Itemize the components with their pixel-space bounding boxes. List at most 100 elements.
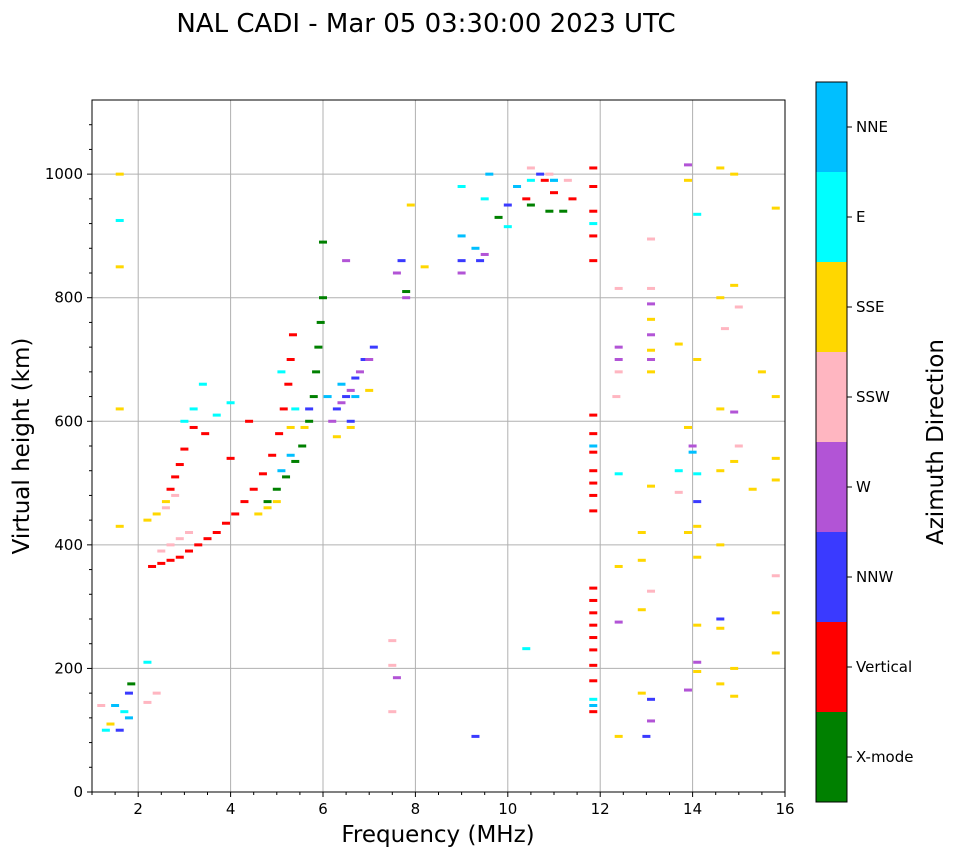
data-point	[346, 419, 355, 423]
data-point	[226, 401, 235, 405]
series-nne	[111, 172, 697, 720]
data-point	[589, 234, 598, 238]
data-point	[392, 271, 401, 275]
data-point	[249, 487, 258, 491]
data-point	[716, 626, 725, 630]
data-point	[647, 237, 656, 241]
data-point	[127, 682, 136, 686]
data-point	[258, 472, 267, 476]
y-tick-label: 600	[54, 412, 83, 430]
data-point	[161, 506, 170, 510]
data-point	[124, 716, 133, 720]
data-point	[457, 271, 466, 275]
data-point	[730, 410, 739, 414]
series-vertical	[148, 166, 598, 714]
data-point	[688, 444, 697, 448]
data-point	[323, 395, 332, 399]
data-point	[647, 286, 656, 290]
data-point	[143, 518, 152, 522]
data-point	[143, 660, 152, 664]
data-point	[589, 259, 598, 263]
data-point	[360, 358, 369, 361]
data-point	[485, 172, 494, 176]
data-point	[106, 722, 115, 726]
data-point	[730, 283, 739, 287]
data-point	[771, 574, 780, 578]
data-point	[771, 478, 780, 482]
x-tick-label: 4	[226, 800, 236, 818]
data-point	[589, 611, 598, 615]
data-point	[111, 704, 120, 707]
data-point	[647, 317, 656, 321]
colorbar-tick-label: SSE	[856, 298, 885, 316]
data-point	[716, 469, 725, 473]
data-point	[683, 163, 692, 167]
y-tick-label: 400	[54, 536, 83, 554]
data-point	[720, 327, 729, 331]
data-point	[277, 370, 286, 374]
y-axis-ticks: 0 200 400 600 800 1000	[45, 124, 92, 801]
y-tick-label: 200	[54, 659, 83, 677]
series-w	[328, 163, 739, 723]
data-point	[332, 407, 341, 411]
data-point	[388, 710, 397, 714]
data-point	[337, 382, 346, 386]
data-point	[589, 648, 598, 652]
data-point	[563, 178, 572, 182]
data-point	[730, 666, 739, 670]
data-point	[272, 487, 281, 491]
data-point	[120, 710, 129, 714]
data-point	[716, 166, 725, 170]
y-tick-label: 0	[73, 783, 83, 801]
colorbar-tick-label: NNW	[856, 568, 893, 586]
x-tick-label: 10	[498, 800, 517, 818]
series-e	[101, 178, 702, 732]
data-point	[166, 543, 175, 547]
data-point	[545, 209, 554, 213]
data-point	[275, 432, 284, 436]
data-point	[365, 358, 374, 361]
data-point	[115, 172, 124, 176]
data-point	[194, 543, 203, 547]
data-point	[175, 537, 184, 541]
data-point	[397, 259, 406, 263]
data-point	[589, 493, 598, 497]
data-point	[674, 342, 683, 346]
series-sse	[106, 166, 780, 738]
data-point	[757, 370, 766, 374]
colorbar-segment	[816, 532, 847, 622]
colorbar-segment	[816, 712, 847, 802]
data-point	[291, 407, 300, 411]
data-point	[388, 639, 397, 643]
data-point	[152, 691, 161, 695]
data-point	[771, 206, 780, 210]
data-point	[277, 469, 286, 473]
data-point	[693, 212, 702, 216]
data-point	[647, 370, 656, 374]
data-point	[503, 203, 512, 207]
data-point	[189, 425, 198, 429]
data-point	[284, 382, 293, 386]
data-point	[263, 500, 272, 504]
data-point	[522, 197, 531, 201]
data-point	[637, 558, 646, 562]
colorbar-tick-label: W	[856, 478, 871, 496]
data-point	[328, 419, 337, 423]
data-point	[171, 493, 180, 497]
data-point	[175, 555, 184, 559]
data-point	[157, 561, 166, 565]
x-axis-ticks: 2 4 6 8 10 12 14 16	[91, 792, 795, 818]
data-point	[688, 450, 697, 454]
data-point	[298, 444, 307, 448]
data-point	[185, 531, 194, 534]
colorbar-segment	[816, 262, 847, 352]
data-marks	[97, 163, 780, 738]
data-point	[614, 286, 623, 290]
data-point	[647, 697, 656, 701]
data-point	[642, 734, 651, 738]
data-point	[683, 531, 692, 534]
data-point	[254, 512, 263, 516]
data-point	[730, 172, 739, 176]
data-point	[748, 487, 757, 491]
data-point	[693, 623, 702, 627]
